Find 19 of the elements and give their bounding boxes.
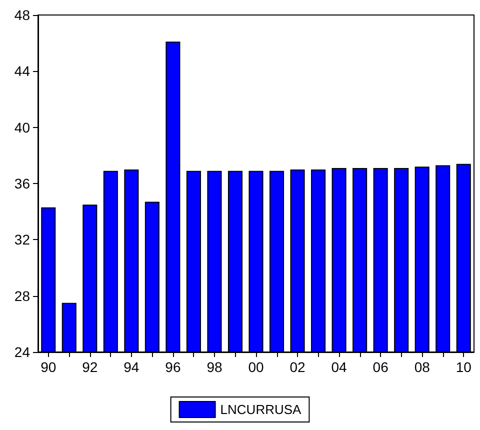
- x-tick-label: 94: [124, 359, 140, 375]
- y-tick-label: 44: [14, 63, 30, 80]
- y-tick-label: 32: [14, 232, 30, 248]
- x-tick-label: 06: [372, 359, 389, 375]
- x-tick-label: 96: [165, 359, 181, 375]
- x-tick-label: 00: [248, 359, 264, 375]
- x-tick-label: 02: [290, 359, 306, 375]
- y-tick-label: 28: [14, 288, 30, 304]
- x-tick-label: 10: [456, 359, 472, 375]
- y-tick-label: 48: [14, 7, 30, 23]
- y-tick-label: 24: [14, 344, 30, 360]
- x-tick-label: 08: [414, 359, 430, 375]
- x-tick-label: 90: [40, 359, 56, 375]
- legend-label: LNCURRUSA: [220, 402, 302, 417]
- x-tick-label: 98: [206, 359, 222, 375]
- y-tick-label: 40: [14, 119, 30, 136]
- x-tick-label: 92: [82, 359, 98, 375]
- x-tick-label: 04: [331, 359, 348, 375]
- y-tick-label: 36: [14, 176, 30, 192]
